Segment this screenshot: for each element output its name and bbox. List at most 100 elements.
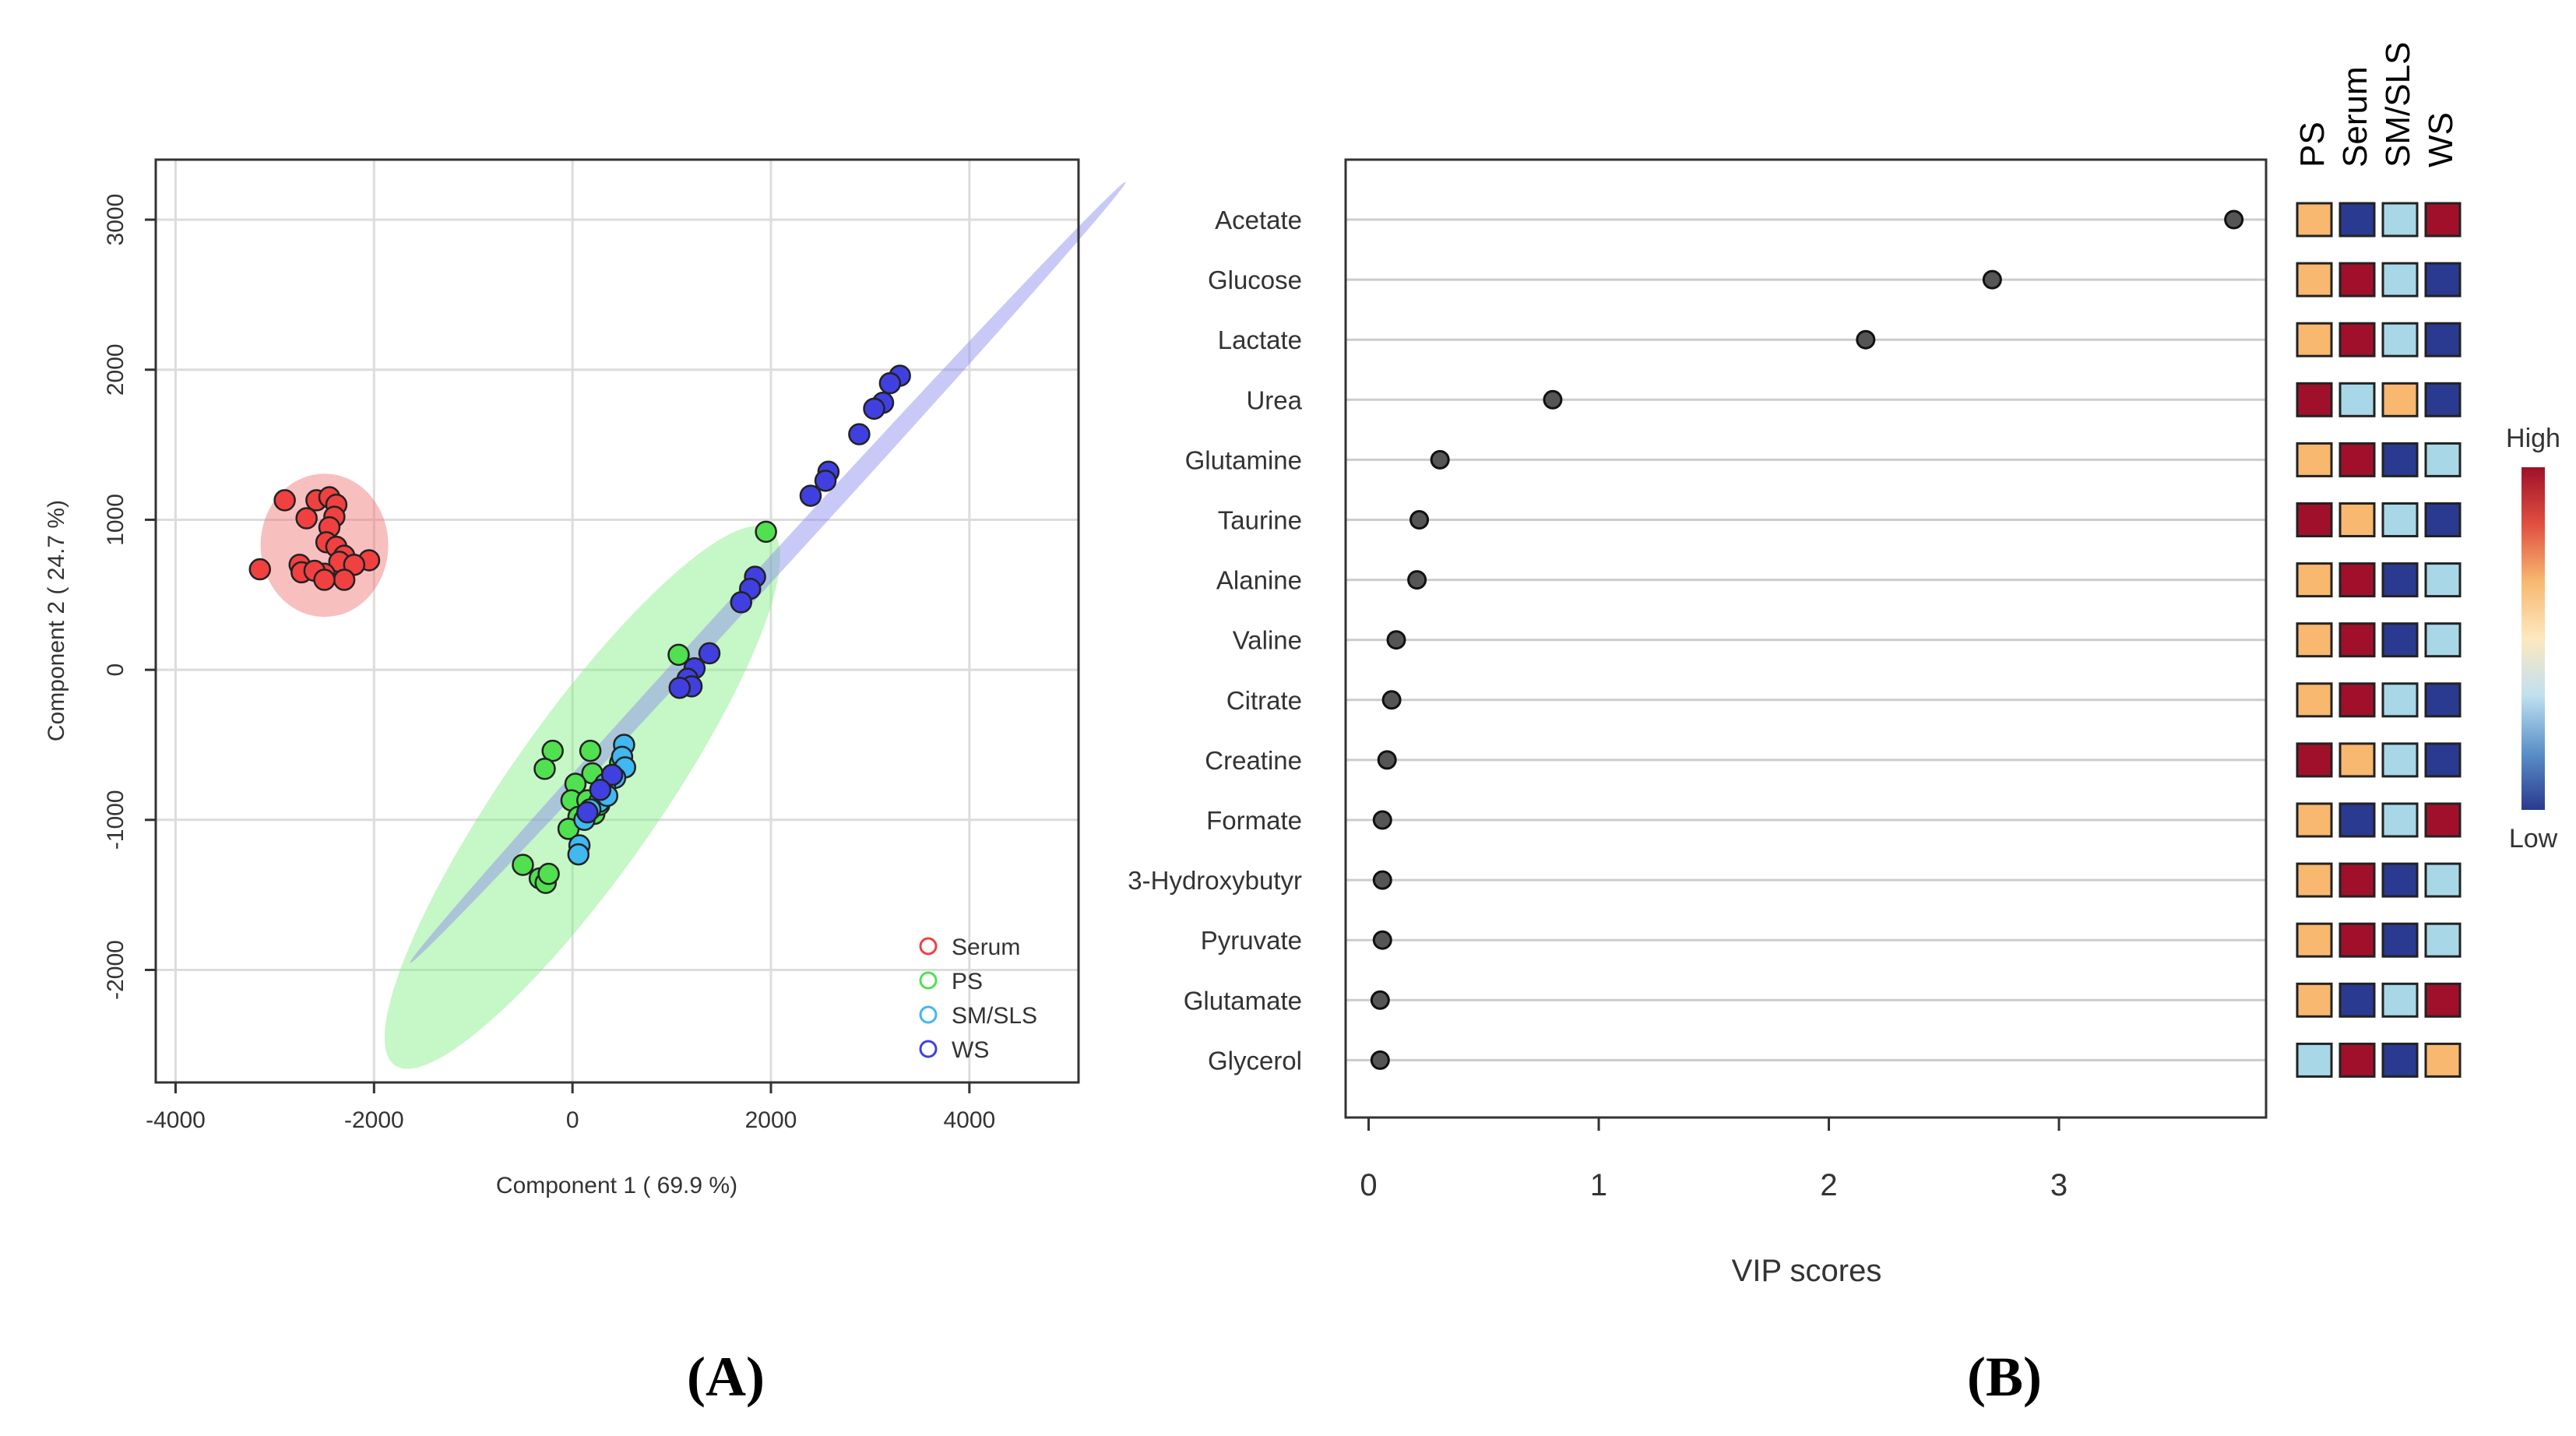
b-xtick-label-1: 1: [1590, 1168, 1607, 1202]
a-point-ps-13: [512, 854, 534, 876]
a-point-sm-sls-9: [567, 843, 590, 866]
a-ytick-label-2000: -2000: [103, 940, 128, 1000]
b-heatcell-glutamate-sm-sls: [2381, 982, 2419, 1018]
b-plot-frame: [1344, 158, 2268, 1119]
a-point-ws-17: [589, 779, 612, 801]
a-point-ps-3: [579, 739, 602, 762]
a-point-ws-15: [668, 676, 692, 699]
a-point-serum-4: [295, 507, 318, 530]
a-legend-label-ps: PS: [952, 969, 983, 994]
b-heatcell-urea-sm-sls: [2381, 382, 2419, 417]
b-xtick-label-2: 2: [1820, 1168, 1837, 1202]
b-heatcell-alanine-sm-sls: [2381, 562, 2419, 598]
b-heatcell-taurine-ps: [2296, 502, 2333, 537]
b-heatcell-taurine-ws: [2424, 502, 2462, 537]
b-heatmap-header-sm-sls: SM/SLS: [2379, 42, 2417, 167]
b-heatmap: [2296, 202, 2462, 1078]
b-heatcell-acetate-serum: [2338, 202, 2376, 238]
b-heatcell-glutamate-serum: [2338, 982, 2376, 1018]
b-dot-acetate: [2224, 209, 2244, 230]
b-heatcell-3-hydroxybutyr-ws: [2424, 862, 2462, 898]
a-legend-label-ws: WS: [952, 1037, 989, 1063]
a-xtick-label-2000: -2000: [344, 1107, 404, 1133]
b-heatcell-creatine-ws: [2424, 742, 2462, 778]
a-x-axis-label: Component 1 ( 69.9 %): [496, 1173, 737, 1198]
b-label-creatine: Creatine: [1205, 746, 1302, 775]
a-point-serum-19: [313, 568, 336, 591]
b-label-lactate: Lactate: [1218, 326, 1302, 354]
b-heatcell-glutamine-ws: [2424, 442, 2462, 477]
pca-score-plot: -4000 -2000 0 2000 4000 -2000 -1000 0 1000 2000 3…: [44, 158, 1126, 1198]
b-dot-pyruvate: [1372, 930, 1392, 950]
b-heatcell-taurine-serum: [2338, 502, 2376, 537]
a-legend-marker-serum: [919, 937, 938, 956]
b-heatcell-citrate-ws: [2424, 682, 2462, 718]
b-heatmap-headers: PS Serum SM/SLS WS: [2293, 42, 2460, 167]
b-heatcell-glucose-ps: [2296, 262, 2333, 297]
b-heatcell-glutamate-ps: [2296, 982, 2333, 1018]
a-data-points: [248, 364, 911, 894]
a-legend-label-sm-sls: SM/SLS: [952, 1003, 1037, 1029]
a-plot-frame: [154, 158, 1080, 1084]
b-heatcell-glutamate-ws: [2424, 982, 2462, 1018]
a-ytick-label-1000: -1000: [103, 790, 128, 850]
b-dot-formate: [1372, 810, 1392, 830]
b-heatcell-formate-ps: [2296, 802, 2333, 838]
a-xtick-label-2000: 2000: [745, 1107, 797, 1133]
b-label-valine: Valine: [1233, 626, 1302, 655]
a-legend-label-serum: Serum: [952, 934, 1020, 960]
b-heatcell-alanine-ps: [2296, 562, 2333, 598]
b-dot-valine: [1386, 630, 1406, 650]
b-heatcell-creatine-serum: [2338, 742, 2376, 778]
b-heatcell-citrate-ps: [2296, 682, 2333, 718]
a-point-ws-18: [576, 801, 599, 824]
b-dot-urea: [1543, 389, 1563, 410]
a-point-ws-4: [848, 423, 871, 445]
b-colorbar-low-label: Low: [2509, 824, 2558, 854]
panel-label-b: (B): [1967, 1346, 2042, 1408]
b-heatcell-formate-ws: [2424, 802, 2462, 838]
a-legend: Serum PS SM/SLS WS: [919, 934, 1037, 1063]
b-label-3-hydroxybutyr: 3-Hydroxybutyr: [1128, 866, 1302, 895]
a-point-serum-18: [333, 568, 356, 591]
b-colorbar: [2521, 467, 2545, 810]
a-xtick-label-4000: -4000: [146, 1107, 206, 1133]
b-label-formate: Formate: [1206, 806, 1302, 835]
b-x-axis: 0 1 2 3: [1360, 1117, 2067, 1202]
a-point-serum-14: [248, 558, 272, 581]
a-y-axis: -2000 -1000 0 1000 2000 3000: [103, 194, 156, 1000]
a-legend-marker-ps: [919, 971, 938, 990]
b-dot-glutamate: [1370, 990, 1390, 1010]
b-heatcell-urea-serum: [2338, 382, 2376, 417]
vip-score-plot: Acetate Glucose Lactate Urea Glutamine Taurin…: [1128, 42, 2560, 1288]
b-metabolite-labels: Acetate Glucose Lactate Urea Glutamine Taurin…: [1128, 206, 1302, 1075]
b-dot-3-hydroxybutyr: [1372, 870, 1392, 890]
b-heatcell-lactate-ps: [2296, 322, 2333, 357]
b-heatcell-alanine-ws: [2424, 562, 2462, 598]
b-label-acetate: Acetate: [1215, 206, 1302, 234]
a-ytick-label-2000: 2000: [103, 343, 128, 396]
a-ytick-label-0: 0: [103, 663, 128, 677]
b-label-glycerol: Glycerol: [1208, 1046, 1302, 1075]
b-heatcell-acetate-sm-sls: [2381, 202, 2419, 238]
a-xtick-label-4000: 4000: [943, 1107, 995, 1133]
b-label-glucose: Glucose: [1208, 266, 1302, 294]
b-heatcell-glutamine-serum: [2338, 442, 2376, 477]
b-heatcell-valine-serum: [2338, 622, 2376, 658]
b-dot-citrate: [1381, 690, 1402, 710]
b-heatcell-valine-ws: [2424, 622, 2462, 658]
a-point-ws-6: [814, 470, 837, 492]
b-heatcell-glutamine-ps: [2296, 442, 2333, 477]
a-point-ws-1: [878, 371, 902, 395]
b-heatcell-citrate-serum: [2338, 682, 2376, 718]
b-dot-glycerol: [1370, 1050, 1390, 1070]
a-point-ps-2: [541, 739, 564, 762]
b-heatcell-acetate-ps: [2296, 202, 2333, 238]
b-dot-creatine: [1377, 750, 1397, 770]
a-ytick-label-3000: 3000: [103, 194, 128, 246]
a-point-ps-4: [533, 758, 556, 780]
b-dot-taurine: [1409, 510, 1430, 530]
b-heatcell-glucose-sm-sls: [2381, 262, 2419, 297]
